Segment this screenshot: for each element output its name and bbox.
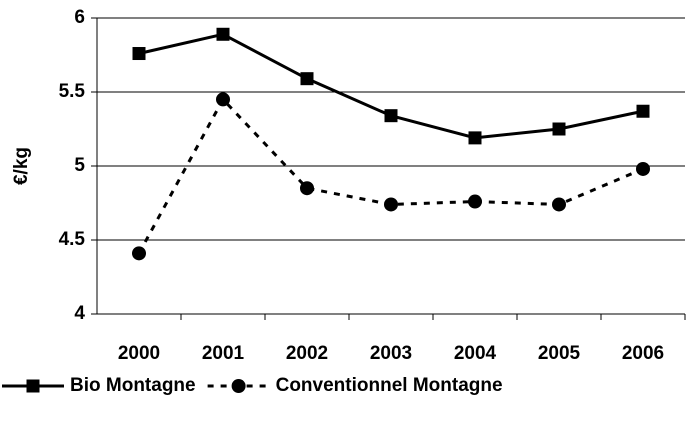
x-tick-label: 2004 (454, 343, 497, 364)
legend-label: Conventionnel Montagne (276, 375, 503, 396)
y-tick-label: 5.5 (59, 81, 86, 102)
point (636, 104, 650, 118)
point (132, 246, 146, 261)
x-tick-label: 2001 (202, 343, 245, 364)
point (300, 72, 314, 86)
y-tick-label: 5 (74, 155, 85, 176)
x-tick-label: 2005 (538, 343, 581, 364)
point (132, 47, 146, 61)
point (636, 161, 650, 176)
point (552, 122, 566, 136)
series-line (138, 32, 644, 140)
legend-marker (231, 379, 246, 393)
x-tick-label: 2006 (622, 343, 664, 364)
series-line (137, 96, 644, 255)
point (384, 109, 398, 123)
x-tick-label: 2003 (370, 343, 412, 364)
point (384, 197, 398, 212)
x-tick-label: 2002 (286, 343, 328, 364)
point (216, 27, 230, 41)
legend-label: Bio Montagne (70, 375, 196, 396)
y-axis-label: €/kg (11, 147, 32, 185)
x-tick-label: 2000 (118, 343, 160, 364)
legend-marker (26, 379, 40, 393)
y-tick-label: 4 (74, 303, 85, 324)
point (300, 181, 314, 196)
point (468, 194, 482, 209)
y-tick-label: 4.5 (59, 229, 86, 250)
point (552, 197, 566, 212)
point (468, 131, 482, 145)
point (216, 92, 230, 107)
y-tick-label: 6 (74, 7, 85, 28)
